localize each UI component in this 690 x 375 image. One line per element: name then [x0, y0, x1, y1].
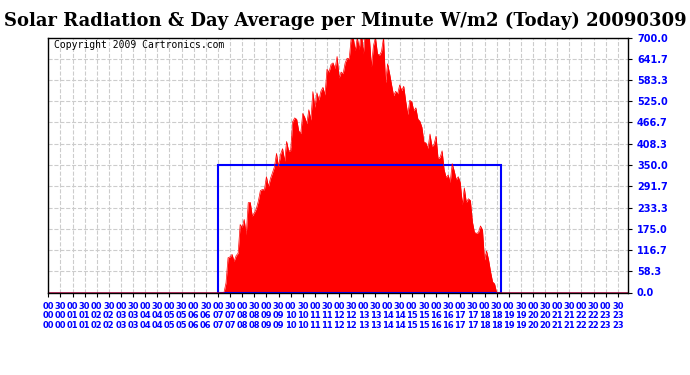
- Text: Solar Radiation & Day Average per Minute W/m2 (Today) 20090309: Solar Radiation & Day Average per Minute…: [3, 11, 687, 30]
- Text: Copyright 2009 Cartronics.com: Copyright 2009 Cartronics.com: [54, 40, 224, 50]
- Bar: [218, 165, 501, 292]
